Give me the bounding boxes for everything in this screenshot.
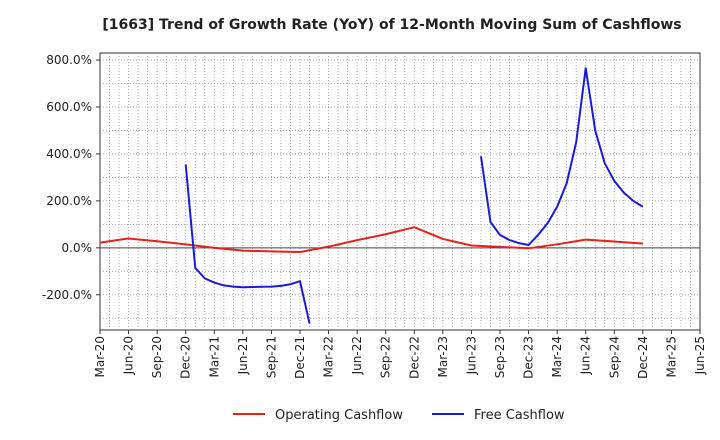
x-tick-label: Sep-20 [150,336,164,378]
y-tick-label: 0.0% [62,241,93,255]
x-tick-label: Sep-24 [607,336,621,378]
legend: Operating Cashflow Free Cashflow [233,408,565,423]
x-tick-label: Jun-25 [693,336,707,375]
x-tick-label: Jun-24 [579,336,593,375]
x-tick-label: Dec-24 [636,336,650,379]
x-tick-label: Mar-20 [93,336,107,377]
legend-label: Free Cashflow [474,408,565,423]
x-tick-label: Mar-23 [436,336,450,377]
x-tick-label: Sep-22 [379,336,393,378]
x-tick-label: Mar-25 [664,336,678,377]
legend-label: Operating Cashflow [275,408,403,423]
x-tick-label: Mar-21 [207,336,221,377]
x-tick-label: Mar-22 [322,336,336,377]
series-line-operating-cashflow [99,226,643,254]
x-tick-label: Jun-23 [464,336,478,375]
plot-area: 800.0% 600.0% 400.0% 200.0% 0.0% -200.0% Mar-2… [42,52,707,379]
x-tick-label: Sep-21 [264,336,278,378]
y-tick-label: 600.0% [46,100,92,114]
y-tick-label: 200.0% [46,194,92,208]
x-tick-label: Dec-21 [293,336,307,379]
y-tick-label: -200.0% [42,288,92,302]
x-tick-label: Jun-21 [236,336,250,375]
x-tick-label: Dec-20 [179,336,193,379]
series-line-free-cashflow [184,164,311,324]
x-tick-label: Mar-24 [550,336,564,377]
x-tick-label: Sep-23 [493,336,507,378]
x-tick-label: Jun-20 [122,336,136,375]
chart-title: [1663] Trend of Growth Rate (YoY) of 12-… [102,17,681,33]
y-tick-label: 800.0% [46,53,92,67]
x-tick-label: Dec-22 [407,336,421,379]
y-tick-label: 400.0% [46,147,92,161]
x-tick-label: Jun-22 [350,336,364,375]
series-line-free-cashflow [479,67,644,247]
x-tick-label: Dec-23 [522,336,536,379]
plot-frame [99,52,701,331]
